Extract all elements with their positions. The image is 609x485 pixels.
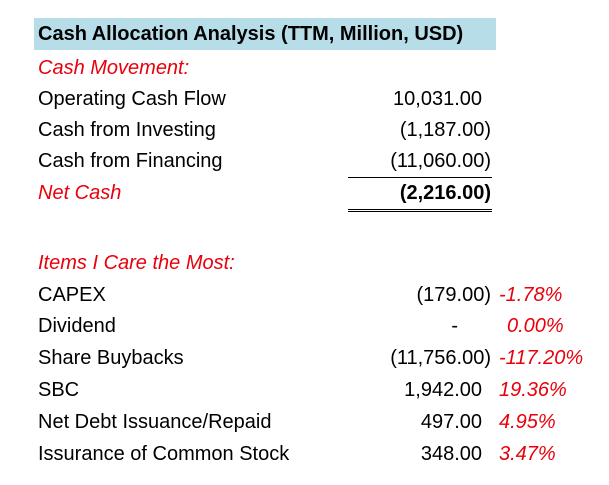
- row-value: (11,060.00): [390, 150, 491, 172]
- table-row: Dividend - 0.00%: [0, 310, 609, 342]
- row-percent: 19.36%: [499, 379, 567, 401]
- row-value: (179.00): [416, 284, 492, 306]
- net-cash-value: (2,216.00): [399, 182, 491, 204]
- row-value: 1,942.00: [404, 379, 482, 401]
- row-percent: -1.78%: [499, 284, 563, 306]
- table-row: Cash from Financing (11,060.00): [0, 145, 609, 177]
- row-label: Share Buybacks: [38, 347, 184, 369]
- cash-movement-heading-row: Cash Movement:: [0, 52, 609, 84]
- row-value: 348.00: [420, 443, 482, 465]
- items-heading-row: Items I Care the Most:: [0, 247, 609, 279]
- row-label: Operating Cash Flow: [38, 88, 226, 110]
- row-label: Cash from Investing: [38, 119, 216, 141]
- row-label: Issurance of Common Stock: [38, 443, 290, 465]
- row-label: SBC: [38, 379, 80, 401]
- net-cash-label: Net Cash: [38, 182, 122, 204]
- cash-movement-heading: Cash Movement:: [38, 57, 190, 79]
- row-label: CAPEX: [38, 284, 106, 306]
- row-percent: 3.47%: [499, 443, 556, 465]
- subtotal-rule: [348, 177, 492, 178]
- row-label: Dividend: [38, 315, 116, 337]
- row-label: Cash from Financing: [38, 150, 223, 172]
- row-value: 10,031.00: [393, 88, 482, 110]
- row-value: 497.00: [420, 411, 482, 433]
- row-label: Net Debt Issuance/Repaid: [38, 411, 272, 433]
- row-percent: 0.00%: [507, 315, 564, 337]
- items-heading: Items I Care the Most:: [38, 252, 235, 274]
- sheet-title: Cash Allocation Analysis (TTM, Million, …: [34, 18, 496, 50]
- row-value: (1,187.00): [399, 119, 491, 141]
- net-cash-row: Net Cash (2,216.00): [0, 177, 609, 209]
- table-row: SBC 1,942.00 19.36%: [0, 374, 609, 406]
- table-row: Operating Cash Flow 10,031.00: [0, 83, 609, 115]
- table-row: Net Debt Issuance/Repaid 497.00 4.95%: [0, 406, 609, 438]
- table-row: CAPEX (179.00) -1.78%: [0, 279, 609, 311]
- table-row: Cash from Investing (1,187.00): [0, 114, 609, 146]
- row-percent: 4.95%: [499, 411, 556, 433]
- table-row: Share Buybacks (11,756.00) -117.20%: [0, 342, 609, 374]
- row-percent: -117.20%: [499, 347, 584, 369]
- total-double-rule: [348, 209, 492, 212]
- row-value: (11,756.00): [390, 347, 491, 369]
- table-row: Issurance of Common Stock 348.00 3.47%: [0, 438, 609, 470]
- row-value: -: [451, 315, 458, 337]
